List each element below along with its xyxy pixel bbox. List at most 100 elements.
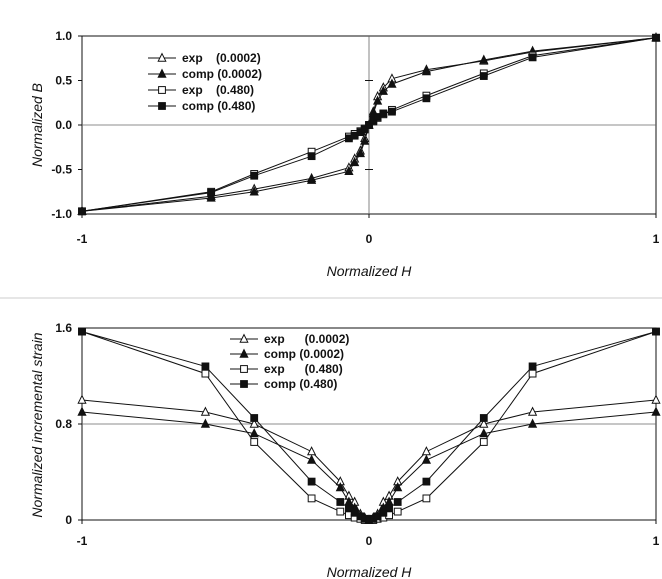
y-tick-label: -1.0 bbox=[51, 207, 72, 221]
data-point bbox=[201, 362, 210, 371]
legend: exp (0.0002) comp (0.0002) exp (0.480) comp… bbox=[148, 51, 262, 113]
data-point bbox=[479, 428, 489, 438]
data-point bbox=[528, 53, 537, 62]
data-point bbox=[77, 394, 87, 404]
x-axis-label: Normalized H bbox=[327, 564, 413, 579]
series-line bbox=[81, 331, 657, 521]
y-tick-label: 0 bbox=[65, 513, 72, 527]
data-point bbox=[336, 498, 345, 506]
data-point bbox=[78, 327, 86, 336]
data-point bbox=[422, 94, 431, 103]
data-point bbox=[250, 171, 259, 180]
data-point bbox=[365, 121, 373, 129]
data-point bbox=[77, 406, 87, 416]
legend-label: comp (0.480) bbox=[182, 99, 255, 113]
series-2 bbox=[78, 327, 660, 524]
data-point bbox=[306, 454, 317, 464]
data-point bbox=[373, 95, 383, 105]
legend-marker bbox=[157, 52, 167, 62]
series-1 bbox=[77, 406, 661, 524]
data-point bbox=[422, 494, 431, 503]
data-point bbox=[379, 109, 388, 118]
x-tick-label: 1 bbox=[653, 232, 660, 246]
y-tick-label: 1.0 bbox=[55, 29, 72, 43]
data-point bbox=[421, 66, 432, 76]
data-point bbox=[388, 107, 396, 116]
data-point bbox=[479, 438, 488, 446]
data-point bbox=[344, 165, 354, 175]
x-tick-label: -1 bbox=[77, 534, 88, 548]
data-point bbox=[249, 428, 259, 438]
data-point bbox=[249, 418, 259, 428]
data-point bbox=[306, 446, 317, 456]
data-point bbox=[527, 406, 538, 416]
data-point bbox=[207, 188, 216, 197]
legend-label: exp (0.0002) bbox=[264, 332, 349, 346]
data-point bbox=[350, 156, 360, 167]
data-point bbox=[393, 507, 402, 516]
legend-marker bbox=[239, 348, 249, 358]
data-point bbox=[201, 369, 210, 378]
data-point bbox=[528, 362, 537, 371]
data-point bbox=[336, 507, 345, 516]
legend-label: comp (0.480) bbox=[264, 377, 337, 391]
series-line bbox=[81, 331, 657, 521]
y-axis-label: Normalized B bbox=[29, 83, 45, 167]
y-tick-label: 0.5 bbox=[55, 74, 72, 88]
legend-marker bbox=[239, 333, 249, 343]
data-point bbox=[421, 446, 432, 456]
chart-bottom-strain-vs-h: 0 0.8 1.6 -1 0 1 Normalized H Normalized increm… bbox=[29, 321, 661, 579]
data-point bbox=[250, 414, 259, 422]
data-point bbox=[479, 72, 488, 80]
data-point bbox=[335, 482, 345, 492]
data-point bbox=[479, 54, 489, 64]
data-point bbox=[345, 504, 353, 512]
data-point bbox=[652, 33, 660, 42]
data-point bbox=[360, 135, 370, 145]
data-point bbox=[527, 418, 538, 428]
legend-label: comp (0.0002) bbox=[182, 67, 262, 81]
series-0 bbox=[77, 394, 661, 524]
y-axis-label: Normalized incremental strain bbox=[29, 332, 45, 517]
x-tick-label: 0 bbox=[366, 232, 373, 246]
data-point bbox=[479, 414, 488, 422]
data-point bbox=[307, 494, 316, 503]
chart-top-b-vs-h: -1.0 -0.5 0.0 0.5 1.0 -1 0 1 Normalized H Normali… bbox=[29, 29, 661, 279]
data-point bbox=[652, 327, 660, 336]
legend-marker bbox=[158, 102, 166, 110]
x-tick-label: 1 bbox=[653, 534, 660, 548]
legend-marker bbox=[158, 86, 166, 94]
series-3 bbox=[78, 327, 660, 524]
data-point bbox=[379, 508, 388, 517]
data-point bbox=[421, 454, 432, 464]
data-point bbox=[378, 85, 388, 95]
data-point bbox=[200, 406, 211, 416]
data-point bbox=[200, 418, 211, 428]
data-point bbox=[306, 174, 317, 184]
x-axis-label: Normalized H bbox=[327, 263, 413, 279]
data-point bbox=[385, 504, 393, 512]
data-point bbox=[479, 418, 489, 428]
y-tick-label: 1.6 bbox=[55, 321, 72, 335]
y-tick-label: -0.5 bbox=[51, 163, 72, 177]
legend-label: exp (0.0002) bbox=[182, 51, 261, 65]
x-tick-label: -1 bbox=[77, 232, 88, 246]
series-3 bbox=[78, 33, 660, 216]
data-point bbox=[393, 498, 402, 506]
data-point bbox=[422, 477, 431, 486]
series-line bbox=[81, 411, 657, 521]
legend-label: exp (0.480) bbox=[264, 362, 343, 376]
data-point bbox=[249, 186, 259, 196]
data-point bbox=[651, 406, 661, 416]
data-point bbox=[360, 125, 369, 134]
legend-marker bbox=[240, 380, 248, 388]
data-point bbox=[206, 192, 216, 202]
legend: exp (0.0002)comp (0.0002)exp (0.480)comp… bbox=[230, 332, 349, 391]
y-tick-label: 0.0 bbox=[55, 118, 72, 132]
series-line bbox=[81, 399, 657, 521]
legend-label: exp (0.480) bbox=[182, 83, 254, 97]
data-point bbox=[651, 394, 661, 404]
data-point bbox=[528, 369, 537, 378]
data-point bbox=[78, 207, 86, 216]
